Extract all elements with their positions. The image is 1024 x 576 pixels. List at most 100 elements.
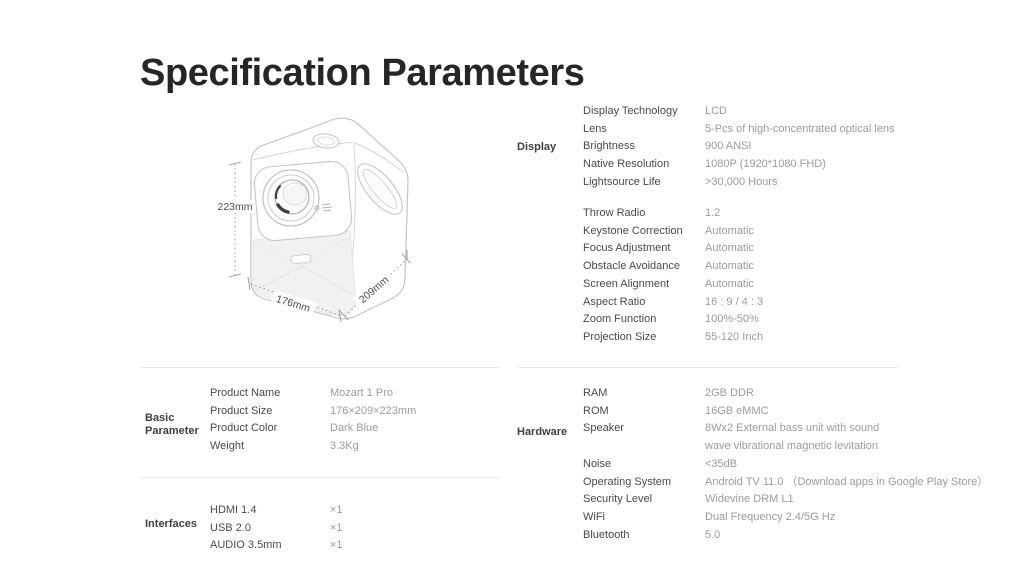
spec-name: Lens [583,122,607,135]
spec-value: Dual Frequency 2.4/5G Hz [705,510,836,523]
spec-value: 2GB DDR [705,387,754,399]
spec-name: HDMI 1.4 [210,504,257,516]
spec-name: AUDIO 3.5mm [210,539,282,552]
spec-value: Dark Blue [330,422,379,435]
spec-row: Obstacle Avoidance Automatic [583,258,1013,276]
spec-row: Security Level Widevine DRM L1 [583,491,1013,509]
section-label-basic-parameter: Basic Parameter [145,412,199,437]
spec-name: Native Resolution [583,158,670,171]
spec-name: Brightness [583,140,635,153]
spec-value: 3.3Kg [330,440,359,453]
spec-name: Operating System [583,475,672,488]
spec-row: Keystone Correction Automatic [583,223,1013,241]
top-right-edge [354,142,405,174]
spec-value: 55-120 Inch [705,330,764,343]
top-front-edge [252,141,354,161]
spec-row: USB 2.0 ×1 [210,520,500,538]
spec-name: ROM [583,404,609,417]
spec-row: Projection Size 55-120 Inch [583,329,1013,347]
spec-name: Projection Size [583,330,657,343]
spec-row: Product Color Dark Blue [210,420,500,438]
divider [140,367,500,368]
divider [140,477,500,478]
spec-value: 5.0 [705,528,721,541]
spec-name: USB 2.0 [210,521,251,534]
divider [518,367,898,368]
spec-value: Automatic [705,224,754,237]
spec-value: 16 : 9 / 4 : 3 [705,295,764,308]
spec-name: Focus Adjustment [583,242,671,255]
spec-name: Screen Alignment [583,277,670,290]
spec-value: Automatic [705,277,754,290]
spec-value: Mozart 1 Pro [330,387,393,399]
spec-name: RAM [583,387,608,399]
spec-name: Product Size [210,404,273,417]
spec-name: Throw Radio [583,207,646,219]
spec-value: ×1 [330,539,343,552]
hardware-specs: RAM 2GB DDR ROM 16GB eMMC Speaker 8Wx2 Extern… [583,385,1013,544]
spec-row: Product Name Mozart 1 Pro [210,385,500,403]
spec-row: Screen Alignment Automatic [583,276,1013,294]
spec-row: Lightsource Life >30,000 Hours [583,174,1013,192]
spec-name: Aspect Ratio [583,295,646,308]
spec-row: Native Resolution 1080P (1920*1080 FHD) [583,156,1013,174]
spec-row: Bluetooth 5.0 [583,527,1013,545]
spec-row: Product Size 176×209×223mm [210,403,500,421]
spec-name: Noise [583,457,612,470]
spec-name: Security Level [583,493,653,506]
spec-row: WiFi Dual Frequency 2.4/5G Hz [583,509,1013,527]
spec-row: Display Technology LCD [583,103,1013,121]
spec-name: Display Technology [583,105,678,117]
spec-value: >30,000 Hours [705,175,778,188]
spec-value: <35dB [705,457,738,470]
spec-row: Brightness 900 ANSI [583,138,1013,156]
spec-row: HDMI 1.4 ×1 [210,502,500,520]
spec-value: 5-Pcs of high-concentrated optical lens [705,122,895,135]
top-button [312,133,340,149]
spec-value: ×1 [330,504,343,516]
page-title: Specification Parameters [140,52,585,95]
spec-row: Focus Adjustment Automatic [583,240,1013,258]
spec-value: 100%-50% [705,313,759,326]
spec-row: Lens 5-Pcs of high-concentrated optical l… [583,121,1013,139]
spec-value: Android TV 11.0 （Download apps in Google… [705,475,989,488]
display-spec-group-1: Display Technology LCD Lens 5-Pcs of high-c… [583,103,1013,192]
spec-name: Obstacle Avoidance [583,260,681,273]
brand-mark [314,203,333,212]
spec-row: Throw Radio 1.2 [583,205,1013,223]
section-label-interfaces: Interfaces [145,518,197,530]
spec-value: LCD [705,105,728,117]
height-dimension-label: 223mm [217,201,252,213]
spec-name: Product Color [210,422,278,435]
handle [357,163,403,215]
spec-value: ×1 [330,521,343,534]
spec-row: Speaker 8Wx2 External bass unit with soun… [583,420,1013,455]
height-dimension: 223mm [216,161,254,278]
spec-row: Operating System Android TV 11.0 （Downloa… [583,474,1013,492]
spec-name: Weight [210,440,245,453]
spec-value: Automatic [705,260,754,273]
spec-row: Aspect Ratio 16 : 9 / 4 : 3 [583,294,1013,312]
spec-row: RAM 2GB DDR [583,385,1013,403]
projector-figure: 223mm 176mm 209mm [216,117,411,323]
spec-name: Lightsource Life [583,175,661,188]
spec-value: 1.2 [705,207,721,219]
spec-name: Keystone Correction [583,224,683,237]
spec-row: Weight 3.3Kg [210,438,500,456]
spec-value: Automatic [705,242,754,255]
section-label-hardware: Hardware [517,426,568,438]
grille-badge [290,254,312,264]
display-spec-group-2: Throw Radio 1.2 Keystone Correction Automat… [583,205,1013,347]
spec-value: 1080P (1920*1080 FHD) [705,158,826,171]
spec-name: Zoom Function [583,313,657,326]
spec-name: Product Name [210,387,281,399]
basic-parameter-specs: Product Name Mozart 1 Pro Product Size 176×… [210,385,500,456]
spec-name: Speaker [583,422,624,435]
spec-row: Zoom Function 100%-50% [583,311,1013,329]
spec-value: Widevine DRM L1 [705,493,794,506]
spec-name: Bluetooth [583,528,630,541]
spec-value: 900 ANSI [705,140,752,153]
spec-row: AUDIO 3.5mm ×1 [210,537,500,555]
spec-value: 16GB eMMC [705,404,769,417]
